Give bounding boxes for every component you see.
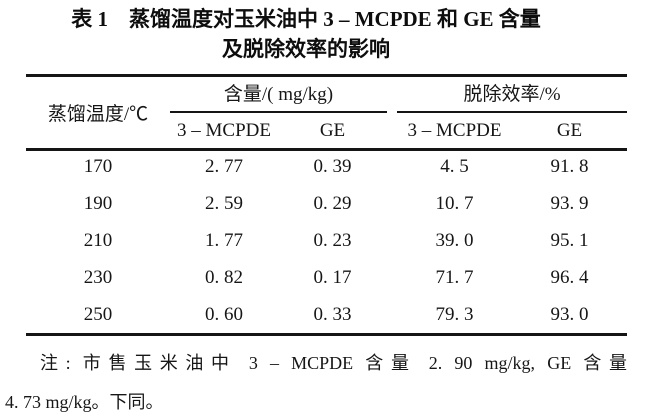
cell-content-ge: 0. 33 [313,303,352,325]
table-footnote: 注: 市售玉米油中 3 – MCPDE 含量 2. 90 mg/kg, GE 含… [5,344,627,420]
column-header-removal-ge: GE [556,120,583,141]
cell-content-ge: 0. 23 [313,229,352,251]
table-row: 250 0. 60 0. 33 79. 3 93. 0 [26,296,627,333]
cell-removal-ge: 95. 1 [550,229,589,251]
cell-content-ge: 0. 17 [313,266,352,288]
column-header-temperature: 蒸馏温度/℃ [47,104,149,125]
table-row: 170 2. 77 0. 39 4. 5 91. 8 [26,149,627,186]
cell-removal-mcpde: 79. 3 [435,303,474,325]
cell-removal-mcpde: 10. 7 [435,193,474,215]
content-group-underline [170,111,387,113]
column-header-content-ge: GE [319,120,346,141]
column-header-content-mcpde: 3 – MCPDE [177,120,271,141]
cell-removal-ge: 91. 8 [550,156,589,178]
table-header-rule [26,148,627,151]
table-top-rule [26,74,627,77]
table-row: 210 1. 77 0. 23 39. 0 95. 1 [26,223,627,260]
cell-removal-ge: 93. 0 [550,303,589,325]
group-header-content: 含量/( mg/kg) [223,84,334,105]
cell-content-ge: 0. 39 [313,156,352,178]
cell-content-mcpde: 2. 59 [205,193,243,215]
cell-content-ge: 0. 29 [313,193,352,215]
table-body: 170 2. 77 0. 39 4. 5 91. 8 190 2. 59 0. … [26,149,627,333]
cell-content-mcpde: 2. 77 [205,156,243,178]
cell-content-mcpde: 1. 77 [205,229,243,251]
footnote-line1: 注: 市售玉米油中 3 – MCPDE 含量 2. 90 mg/kg, GE 含… [40,353,627,373]
cell-removal-mcpde: 4. 5 [440,156,469,178]
cell-temp: 170 [83,156,113,178]
cell-temp: 210 [83,229,113,251]
column-header-removal-mcpde: 3 – MCPDE [407,120,502,141]
table-caption: 表 1 蒸馏温度对玉米油中 3 – MCPDE 和 GE 含量 及脱除效率的影响 [0,4,612,64]
cell-content-mcpde: 0. 60 [205,303,243,325]
table-bottom-rule [26,333,627,336]
removal-group-underline [397,111,627,113]
cell-removal-ge: 93. 9 [550,193,589,215]
table-row: 230 0. 82 0. 17 71. 7 96. 4 [26,259,627,296]
data-table: 蒸馏温度/℃ 含量/( mg/kg) 脱除效率/% 3 – MCPDE GE 3… [26,74,627,336]
cell-removal-mcpde: 39. 0 [435,229,474,251]
table-caption-line1: 表 1 蒸馏温度对玉米油中 3 – MCPDE 和 GE 含量 [71,7,541,31]
cell-temp: 250 [83,303,113,325]
cell-removal-mcpde: 71. 7 [435,266,474,288]
cell-temp: 190 [83,193,113,215]
table-caption-line2: 及脱除效率的影响 [222,37,390,61]
cell-content-mcpde: 0. 82 [205,266,243,288]
cell-temp: 230 [83,266,113,288]
cell-removal-ge: 96. 4 [550,266,589,288]
footnote-line2: 4. 73 mg/kg。下同。 [5,392,164,412]
table-row: 190 2. 59 0. 29 10. 7 93. 9 [26,186,627,223]
group-header-removal: 脱除效率/% [463,84,561,105]
